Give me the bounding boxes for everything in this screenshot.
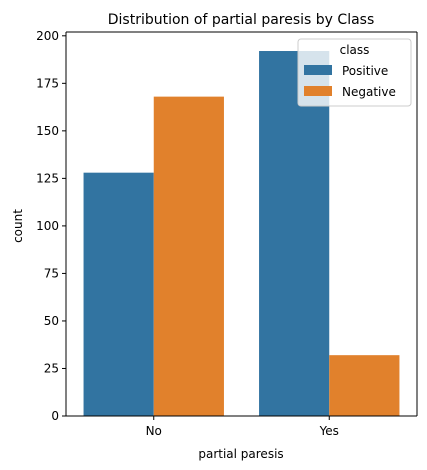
legend-label-negative: Negative	[342, 85, 396, 99]
x-tick-label: No	[146, 424, 162, 438]
legend-swatch-negative	[304, 86, 332, 96]
x-axis: No Yes	[66, 415, 417, 438]
bar-positive-no	[83, 172, 154, 416]
chart-title: Distribution of partial paresis by Class	[108, 12, 375, 28]
legend: class Positive Negative	[297, 38, 412, 107]
y-axis-label: count	[11, 209, 25, 243]
y-tick-label: 150	[36, 124, 59, 138]
bar-negative-yes	[329, 355, 400, 416]
legend-title: class	[340, 43, 370, 57]
bar-positive-yes	[259, 51, 330, 416]
y-tick-label: 50	[44, 314, 59, 328]
y-tick-label: 175	[36, 76, 59, 90]
y-tick-label: 25	[44, 361, 59, 375]
x-tick-label: Yes	[319, 424, 339, 438]
y-tick-label: 100	[36, 219, 59, 233]
y-tick-label: 75	[44, 266, 59, 280]
y-tick-label: 0	[51, 409, 59, 423]
plot-area	[66, 31, 418, 416]
y-tick-label: 200	[36, 29, 59, 43]
y-axis: 0 25 50 75 100 125 150 175 200	[36, 29, 67, 423]
x-axis-label: partial paresis	[198, 447, 283, 461]
y-tick-label: 125	[36, 171, 59, 185]
legend-label-positive: Positive	[342, 64, 388, 78]
legend-swatch-positive	[304, 65, 332, 75]
bar-negative-no	[153, 96, 224, 416]
